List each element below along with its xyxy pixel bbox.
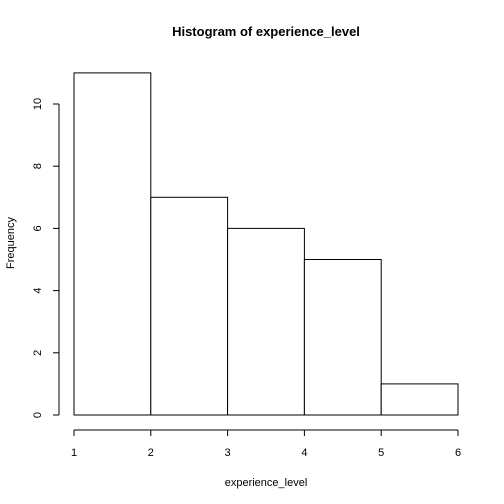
x-axis: 1 2 3 4 5 6 <box>71 429 461 459</box>
histogram-bar <box>303 259 382 416</box>
y-tick-label: 2 <box>32 350 44 356</box>
x-tick-label: 2 <box>148 447 154 459</box>
y-tick-label: 6 <box>32 225 44 231</box>
y-tick-label: 4 <box>32 288 44 294</box>
x-tick-label: 3 <box>225 447 231 459</box>
histogram-bar <box>227 227 305 416</box>
y-tick-label: 10 <box>32 98 44 110</box>
x-tick-label: 6 <box>455 447 461 459</box>
y-axis: 0 2 4 6 8 10 <box>32 98 60 418</box>
histogram-bar <box>73 72 152 416</box>
y-tick-label: 0 <box>32 412 44 418</box>
x-tick-label: 5 <box>378 447 384 459</box>
histogram-bar <box>150 196 229 416</box>
x-tick-label: 4 <box>301 447 307 459</box>
bars-group <box>73 72 459 416</box>
y-axis-label: Frequency <box>5 217 17 269</box>
chart-title: Histogram of experience_level <box>172 24 360 39</box>
x-axis-label: experience_level <box>225 477 308 489</box>
y-tick-label: 8 <box>32 163 44 169</box>
histogram-bar <box>380 383 459 416</box>
x-tick-label: 1 <box>71 447 77 459</box>
